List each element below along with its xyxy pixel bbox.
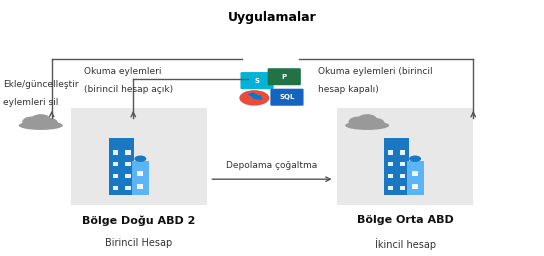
FancyBboxPatch shape <box>388 150 393 155</box>
Ellipse shape <box>30 114 51 126</box>
FancyBboxPatch shape <box>125 174 131 178</box>
FancyBboxPatch shape <box>400 186 405 190</box>
FancyBboxPatch shape <box>125 186 131 190</box>
Ellipse shape <box>349 116 367 127</box>
Text: P: P <box>282 74 287 80</box>
FancyBboxPatch shape <box>400 174 405 178</box>
Ellipse shape <box>18 121 63 130</box>
Text: Okuma eylemleri (birincil: Okuma eylemleri (birincil <box>318 67 433 76</box>
FancyBboxPatch shape <box>125 150 131 155</box>
FancyBboxPatch shape <box>137 184 144 189</box>
Ellipse shape <box>409 155 421 162</box>
Text: Birincil Hesap: Birincil Hesap <box>105 238 172 248</box>
Text: Bölge Doğu ABD 2: Bölge Doğu ABD 2 <box>82 215 195 226</box>
FancyBboxPatch shape <box>137 171 144 176</box>
FancyBboxPatch shape <box>337 108 473 205</box>
Ellipse shape <box>345 121 390 130</box>
FancyBboxPatch shape <box>384 138 409 195</box>
FancyBboxPatch shape <box>270 89 304 106</box>
Ellipse shape <box>239 90 269 106</box>
FancyBboxPatch shape <box>412 171 418 176</box>
FancyBboxPatch shape <box>113 150 118 155</box>
FancyBboxPatch shape <box>240 72 274 89</box>
FancyBboxPatch shape <box>125 162 131 166</box>
Ellipse shape <box>367 118 384 128</box>
FancyBboxPatch shape <box>132 161 149 195</box>
Text: Okuma eylemleri: Okuma eylemleri <box>84 67 162 76</box>
Ellipse shape <box>134 155 146 162</box>
FancyBboxPatch shape <box>109 138 134 195</box>
Text: (birincil hesap açık): (birincil hesap açık) <box>84 85 174 94</box>
Text: hesap kapalı): hesap kapalı) <box>318 85 379 94</box>
FancyArrow shape <box>248 92 262 100</box>
Text: SQL: SQL <box>279 94 295 100</box>
Ellipse shape <box>357 114 378 126</box>
Ellipse shape <box>22 116 41 127</box>
FancyBboxPatch shape <box>400 162 405 166</box>
FancyBboxPatch shape <box>113 186 118 190</box>
Text: İkincil hesap: İkincil hesap <box>375 238 436 250</box>
FancyBboxPatch shape <box>388 162 393 166</box>
Text: Depolama çoğaltma: Depolama çoğaltma <box>226 161 318 170</box>
FancyBboxPatch shape <box>113 174 118 178</box>
FancyBboxPatch shape <box>400 150 405 155</box>
Text: Bölge Orta ABD: Bölge Orta ABD <box>357 215 454 225</box>
FancyBboxPatch shape <box>113 162 118 166</box>
Text: Uygulamalar: Uygulamalar <box>227 12 317 24</box>
Text: S: S <box>255 78 259 83</box>
Text: eylemleri sil: eylemleri sil <box>3 98 58 107</box>
Ellipse shape <box>41 118 58 128</box>
FancyBboxPatch shape <box>412 184 418 189</box>
FancyBboxPatch shape <box>388 174 393 178</box>
FancyBboxPatch shape <box>406 161 424 195</box>
Text: Ekle/güncelleştir: Ekle/güncelleştir <box>3 80 78 89</box>
FancyBboxPatch shape <box>268 68 301 85</box>
FancyBboxPatch shape <box>71 108 207 205</box>
FancyBboxPatch shape <box>388 186 393 190</box>
